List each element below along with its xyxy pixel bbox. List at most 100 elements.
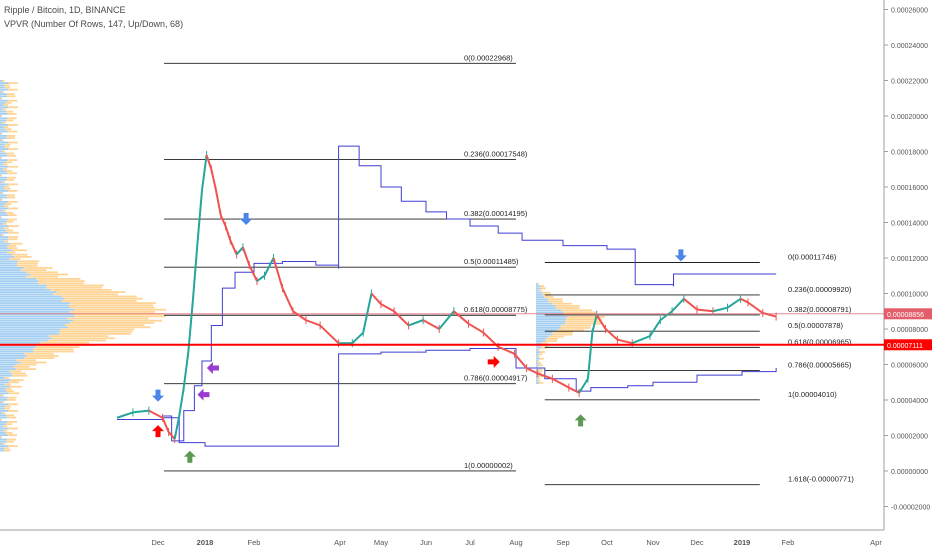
- up-segment: [726, 297, 742, 309]
- vp-left-down-bar: [2, 80, 5, 82]
- vp-left-up-bar: [0, 368, 17, 370]
- fib-level-label: 0.382(0.00008791): [788, 305, 852, 314]
- fib-level-label: 0.618(0.00006965): [788, 337, 852, 346]
- vp-left-down-bar: [7, 421, 18, 423]
- vp-left-down-bar: [7, 159, 17, 161]
- vp-left-up-bar: [0, 234, 2, 236]
- vp-left-down-bar: [0, 436, 2, 439]
- vp-left-up-bar: [0, 271, 27, 274]
- vp-left-down-bar: [6, 440, 14, 443]
- price-series: [116, 151, 777, 444]
- vp-left-up-bar: [0, 352, 25, 355]
- vp-left-up-bar: [0, 324, 65, 326]
- vp-left-up-bar: [0, 407, 5, 410]
- x-tick-label: Apr: [870, 538, 882, 547]
- vp-left-down-bar: [4, 84, 10, 87]
- vp-left-up-bar: [0, 317, 67, 320]
- vp-right-up-bar: [536, 309, 562, 312]
- vp-left-up-bar: [0, 403, 9, 406]
- vp-left-up-bar: [0, 88, 8, 91]
- vp-left-up-bar: [0, 176, 8, 179]
- arrow-down-marker: [674, 249, 687, 262]
- vp-right-up-bar: [536, 353, 539, 356]
- down-segment: [167, 431, 176, 440]
- vp-left-up-bar: [0, 86, 5, 89]
- up-segment: [263, 257, 275, 277]
- vp-right-down-bar: [565, 320, 602, 323]
- up-segment: [191, 243, 199, 301]
- vp-left-up-bar: [0, 412, 3, 414]
- vp-left-up-bar: [0, 392, 9, 395]
- vp-left-down-bar: [6, 390, 14, 392]
- price-tag-label: 0.00008856: [887, 312, 924, 319]
- vp-left-down-bar: [74, 308, 167, 311]
- vp-left-up-bar: [0, 414, 7, 417]
- vp-left-up-bar: [0, 361, 21, 364]
- vp-left-down-bar: [48, 335, 109, 337]
- vp-left-up-bar: [0, 267, 24, 269]
- down-segment: [215, 190, 222, 216]
- vp-left-up-bar: [0, 258, 10, 260]
- vp-left-up-bar: [0, 192, 2, 194]
- vp-left-up-bar: [0, 124, 9, 126]
- vp-left-down-bar: [8, 236, 19, 238]
- vp-left-down-bar: [8, 124, 18, 126]
- vp-left-up-bar: [0, 227, 4, 230]
- vp-left-down-bar: [9, 370, 22, 373]
- x-tick-label: Dec: [151, 538, 165, 547]
- down-segment: [219, 214, 227, 227]
- vp-left-up-bar: [0, 148, 9, 150]
- vp-left-down-bar: [38, 280, 85, 282]
- down-segment: [468, 322, 484, 334]
- vp-left-down-bar: [50, 289, 112, 291]
- vp-left-up-bar: [0, 137, 7, 139]
- vp-right-up-bar: [536, 364, 540, 367]
- vp-right-down-bar: [538, 362, 542, 364]
- vp-left-up-bar: [0, 355, 27, 357]
- vp-right-up-bar: [536, 342, 542, 345]
- vp-left-up-bar: [0, 440, 7, 443]
- arrow-left-marker: [197, 388, 210, 401]
- down-segment: [740, 297, 749, 304]
- vp-right-up-bar: [536, 324, 561, 327]
- vp-right-up-bar: [536, 357, 540, 360]
- vp-left-up-bar: [0, 346, 36, 348]
- vp-left-up-bar: [0, 445, 9, 447]
- vp-right-down-bar: [537, 355, 540, 358]
- vp-right-up-bar: [536, 355, 538, 358]
- vp-left-up-bar: [0, 205, 4, 208]
- annotation-arrows: [152, 212, 687, 463]
- vp-left-down-bar: [74, 315, 166, 318]
- vp-left-down-bar: [1, 132, 3, 135]
- vp-left-up-bar: [0, 425, 4, 428]
- vp-right-up-bar: [536, 318, 566, 320]
- x-tick-label: Dec: [690, 538, 704, 547]
- vp-left-up-bar: [0, 185, 5, 188]
- vp-left-up-bar: [0, 289, 51, 291]
- vp-left-up-bar: [0, 418, 1, 421]
- vp-left-up-bar: [0, 214, 8, 216]
- vp-right-up-bar: [536, 298, 548, 301]
- vp-left-up-bar: [0, 146, 5, 148]
- vp-left-down-bar: [3, 425, 8, 428]
- vp-right-up-bar: [536, 316, 567, 318]
- vp-left-up-bar: [0, 269, 21, 271]
- vp-left-down-bar: [7, 117, 17, 120]
- indicator-lines: [117, 145, 777, 447]
- vp-left-up-bar: [0, 396, 8, 399]
- vp-left-up-bar: [0, 363, 17, 366]
- vp-left-down-bar: [6, 93, 15, 95]
- vp-left-up-bar: [0, 436, 1, 439]
- vp-left-up-bar: [0, 381, 9, 384]
- vp-right-down-bar: [557, 329, 585, 331]
- y-tick-label: 0.00022000: [891, 79, 928, 86]
- vp-left-up-bar: [0, 416, 8, 419]
- fib-level-label: 1(0.00004010): [788, 390, 837, 399]
- up-segment: [182, 351, 190, 388]
- vp-right-down-bar: [560, 327, 591, 329]
- vp-right-up-bar: [536, 285, 540, 287]
- vp-right-up-bar: [536, 307, 556, 309]
- fib-level-label: 1(0.00000002): [464, 461, 513, 470]
- y-tick-label: 0.00006000: [891, 363, 928, 370]
